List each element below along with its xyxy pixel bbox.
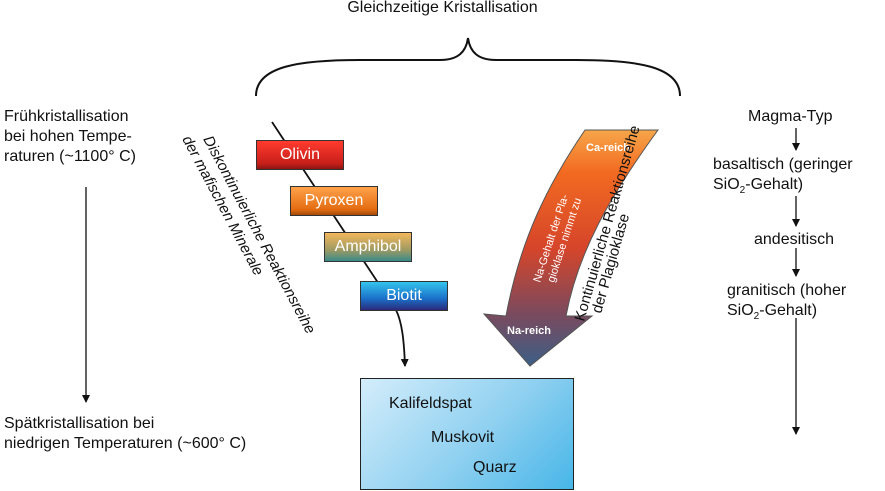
curly-brace: [255, 37, 681, 97]
granitic-line-2: SiO2-Gehalt): [727, 302, 818, 323]
basaltic-line-2: SiO2-Gehalt): [713, 176, 804, 197]
mineral-pyroxen: Pyroxen: [290, 186, 378, 216]
early-line-3: raturen (~1100° C): [4, 148, 136, 165]
mineral-olivin: Olivin: [256, 140, 344, 170]
magma-type-heading: Magma-Typ: [748, 108, 833, 125]
mineral-biotit: Biotit: [360, 281, 448, 311]
granitic-line-1: granitisch (hoher: [727, 282, 847, 299]
mineral-quarz: Quarz: [473, 459, 517, 476]
basaltic-line-1: basaltisch (geringer: [713, 156, 853, 173]
early-line-2: bei hohen Tempe-: [4, 128, 132, 145]
na-rich-label: Na-reich: [507, 325, 551, 337]
magma-granitic: granitisch (hoher SiO2-Gehalt): [727, 281, 846, 327]
final-minerals-box: Kalifeldspat Muskovit Quarz: [360, 378, 574, 490]
diagram-title: Gleichzeitige Kristallisation: [347, 0, 538, 16]
early-crystallization-label: Frühkristallisation bei hohen Tempe- rat…: [4, 107, 136, 167]
ca-rich-label: Ca-reich: [586, 142, 630, 154]
late-line-2: niedrigen Temperaturen (~600° C): [4, 435, 247, 452]
late-crystallization-label: Spätkristallisation bei niedrigen Temper…: [4, 414, 246, 454]
magma-andesitic: andesitisch: [754, 231, 835, 248]
late-line-1: Spätkristallisation bei: [4, 415, 155, 432]
continuous-series-arrow: [482, 129, 659, 367]
mineral-muskovit: Muskovit: [431, 429, 495, 446]
early-line-1: Frühkristallisation: [4, 108, 129, 125]
mineral-kalifeldspat: Kalifeldspat: [389, 395, 472, 412]
magma-basaltic: basaltisch (geringer SiO2-Gehalt): [713, 155, 853, 201]
mineral-amphibol: Amphibol: [324, 232, 412, 262]
